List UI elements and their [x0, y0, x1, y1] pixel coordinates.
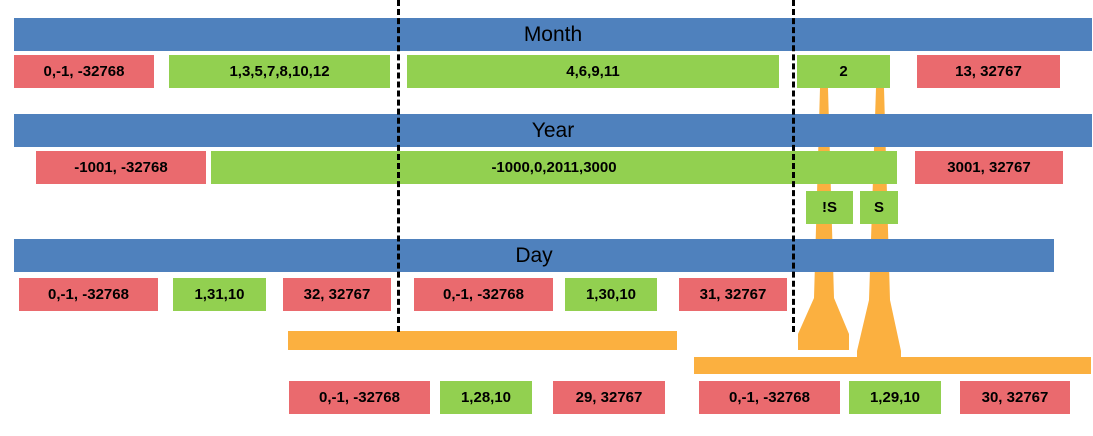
month-30day-months-box: 4,6,9,11: [407, 55, 779, 88]
partition-divider-line-left: [397, 0, 400, 332]
partition-divider-line-right: [792, 0, 795, 332]
feb-leap-valid-box: 1,29,10: [849, 381, 941, 414]
year-invalid-low-box: -1001, -32768: [36, 151, 206, 184]
year-invalid-high-box: 3001, 32767: [915, 151, 1063, 184]
feb-leap-flow-bar: [694, 357, 1091, 374]
day30-valid-box: 1,30,10: [565, 278, 657, 311]
day-section-bar: Day: [14, 239, 1054, 272]
leap-not-satisfied-box: !S: [806, 191, 853, 224]
feb-nonleap-valid-box: 1,28,10: [440, 381, 532, 414]
year-valid-box: -1000,0,2011,3000: [211, 151, 897, 184]
month-section-bar: Month: [14, 18, 1092, 51]
day31-invalid-high-box: 32, 32767: [283, 278, 391, 311]
year-section-title: Year: [531, 118, 575, 142]
feb-nonleap-flow-bar: [288, 331, 677, 350]
day30-invalid-low-box: 0,-1, -32768: [414, 278, 553, 311]
feb-nonleap-invalid-high-box: 29, 32767: [553, 381, 665, 414]
year-section-bar: Year: [14, 114, 1092, 147]
month-february-box: 2: [797, 55, 890, 88]
month-section-title: Month: [523, 22, 583, 46]
day31-valid-box: 1,31,10: [173, 278, 266, 311]
month-invalid-high-box: 13, 32767: [917, 55, 1060, 88]
leap-satisfied-box: S: [860, 191, 898, 224]
month-31day-months-box: 1,3,5,7,8,10,12: [169, 55, 390, 88]
month-invalid-low-box: 0,-1, -32768: [14, 55, 154, 88]
day30-invalid-high-box: 31, 32767: [679, 278, 787, 311]
feb-nonleap-invalid-low-box: 0,-1, -32768: [289, 381, 430, 414]
day-section-title: Day: [515, 243, 553, 267]
feb-leap-invalid-low-box: 0,-1, -32768: [699, 381, 840, 414]
day31-invalid-low-box: 0,-1, -32768: [19, 278, 158, 311]
feb-leap-invalid-high-box: 30, 32767: [960, 381, 1070, 414]
